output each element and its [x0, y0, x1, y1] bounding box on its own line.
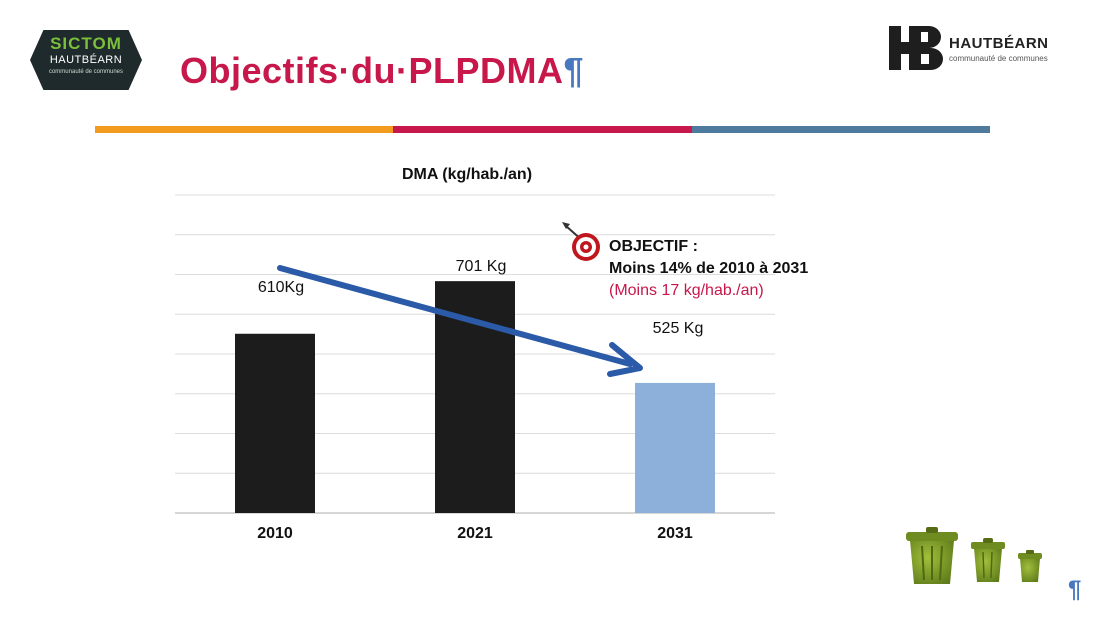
data-label-2010: 610Kg	[258, 279, 304, 296]
target-icon	[562, 222, 600, 261]
page-title: Objectifs·du·PLPDMA¶	[180, 50, 584, 92]
bar-2010	[235, 333, 315, 513]
objectif-detail: Moins 14% de 2010 à 2031	[609, 260, 809, 277]
sictom-logo: SICTOM HAUTBÉARN communauté de communes	[30, 30, 142, 90]
logo-left-line3: communauté de communes	[48, 69, 124, 75]
hautbearn-logo: HAUTBÉARN communauté de communes	[887, 22, 1077, 74]
page-title-text: Objectifs·du·PLPDMA	[180, 50, 564, 91]
divider-blue	[692, 126, 990, 133]
logo-right-sub: communauté de communes	[949, 54, 1048, 63]
bar-2031	[635, 382, 715, 513]
category-label-2031: 2031	[657, 525, 693, 542]
hb-monogram-icon	[889, 26, 943, 70]
category-labels: 2010 2021 2031	[257, 525, 693, 542]
objectif-annotation: OBJECTIF : Moins 14% de 2010 à 2031 (Moi…	[609, 236, 808, 302]
logo-left-line1: SICTOM	[50, 34, 122, 53]
objectif-heading: OBJECTIF :	[609, 238, 698, 255]
logo-right-brand: HAUTBÉARN	[949, 35, 1049, 52]
data-labels: 610Kg 701 Kg 525 Kg	[258, 258, 703, 337]
footer-pilcrow: ¶	[1068, 576, 1082, 603]
category-label-2010: 2010	[257, 525, 293, 542]
trash-bins-icon	[906, 527, 1042, 584]
data-label-2031: 525 Kg	[653, 320, 704, 337]
chart-title: DMA (kg/hab./an)	[402, 166, 532, 183]
data-label-2021: 701 Kg	[456, 258, 507, 275]
title-pilcrow: ¶	[563, 50, 585, 91]
divider-red	[393, 126, 692, 133]
logo-left-line2: HAUTBÉARN	[49, 54, 123, 66]
objectif-reduction: (Moins 17 kg/hab./an)	[609, 282, 764, 299]
trend-arrow	[277, 265, 643, 377]
bars	[235, 281, 715, 513]
divider-orange	[95, 126, 393, 133]
category-label-2021: 2021	[457, 525, 493, 542]
